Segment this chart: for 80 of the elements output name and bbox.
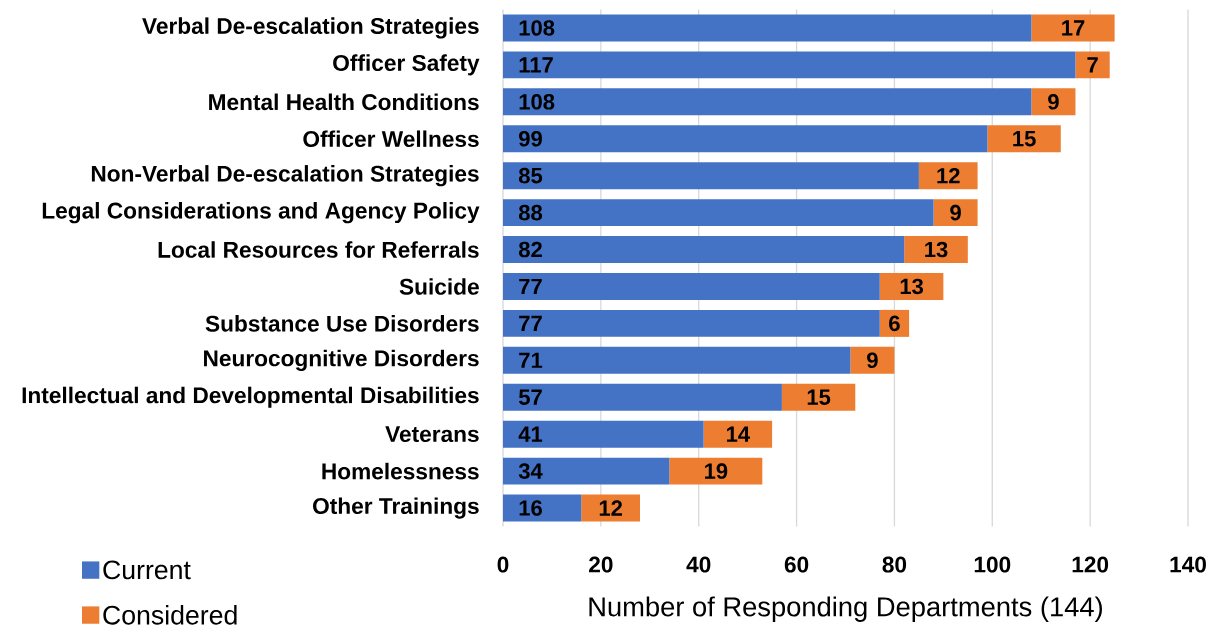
data-label: 82 xyxy=(518,241,542,258)
y-tick-label: Neurocognitive Disorders xyxy=(204,349,479,371)
legend-label: Considered xyxy=(103,605,237,625)
y-tick-label: Mental Health Conditions xyxy=(209,93,479,111)
legend-label: Current xyxy=(103,560,191,580)
data-label: 108 xyxy=(519,20,555,36)
y-tick-label: Verbal De-escalation Strategies xyxy=(142,17,479,39)
bar xyxy=(918,162,978,190)
bar xyxy=(503,14,1032,42)
bar xyxy=(503,309,880,337)
y-tick-label: Legal Considerations and Agency Policy xyxy=(42,202,480,224)
data-label: 17 xyxy=(1062,20,1085,36)
data-label: 41 xyxy=(518,426,543,442)
data-label: 77 xyxy=(519,278,542,295)
data-label: 13 xyxy=(900,278,923,295)
data-label: 9 xyxy=(1048,94,1059,110)
data-label: 77 xyxy=(519,315,542,331)
bar xyxy=(669,457,763,485)
y-tick-label: Veterans xyxy=(385,426,479,443)
y-tick-label: Non-Verbal De-escalation Strategies xyxy=(91,165,479,187)
data-label: 88 xyxy=(518,204,543,221)
bar xyxy=(503,457,670,485)
data-label: 15 xyxy=(807,389,831,405)
data-label: 7 xyxy=(1087,57,1098,73)
x-tick-label: 40 xyxy=(686,556,711,573)
data-label: 12 xyxy=(599,500,622,516)
data-label: 9 xyxy=(867,352,878,369)
y-tick-label: Homelessness xyxy=(322,462,479,480)
x-tick-label: 60 xyxy=(784,556,809,573)
bar xyxy=(503,199,934,227)
y-tick-label: Officer Wellness xyxy=(303,130,479,148)
data-label: 12 xyxy=(937,167,960,184)
data-label: 19 xyxy=(704,463,728,479)
y-tick-label: Intellectual and Developmental Disabilities xyxy=(22,386,479,408)
bar xyxy=(503,383,782,411)
data-label: 71 xyxy=(519,352,543,368)
bar xyxy=(503,494,582,522)
data-label: 57 xyxy=(518,389,542,405)
bar xyxy=(781,383,856,411)
bar xyxy=(503,346,851,374)
x-tick-label: 140 xyxy=(1170,556,1206,573)
data-label: 6 xyxy=(889,315,900,332)
bar xyxy=(703,420,773,448)
x-tick-label: 100 xyxy=(974,556,1011,573)
y-tick-label: Other Trainings xyxy=(313,497,479,519)
bar xyxy=(904,236,968,264)
bar xyxy=(503,272,880,300)
y-tick-label: Suicide xyxy=(399,278,479,295)
bar xyxy=(503,162,919,190)
data-label: 85 xyxy=(518,167,543,184)
bar xyxy=(1031,14,1115,42)
data-label: 14 xyxy=(727,426,750,442)
x-tick-label: 0 xyxy=(497,556,509,573)
bar xyxy=(1075,51,1110,79)
bar xyxy=(933,199,978,227)
data-label: 16 xyxy=(519,500,542,516)
data-label: 9 xyxy=(950,204,961,221)
bar xyxy=(581,494,640,522)
bar xyxy=(503,420,704,448)
y-tick-label: Substance Use Disorders xyxy=(205,315,479,332)
bar xyxy=(503,236,905,264)
x-tick-label: 120 xyxy=(1072,556,1109,573)
data-label: 108 xyxy=(519,94,555,110)
data-label: 13 xyxy=(925,241,948,258)
data-label: 117 xyxy=(519,57,553,73)
bar xyxy=(503,88,1032,116)
x-tick-label: 80 xyxy=(882,556,907,573)
bar xyxy=(503,125,988,153)
data-label: 99 xyxy=(519,130,542,147)
bar xyxy=(879,272,944,300)
data-label: 15 xyxy=(1013,131,1036,147)
bar xyxy=(1031,88,1076,116)
bar xyxy=(850,346,895,374)
bar xyxy=(987,125,1061,153)
x-axis-title: Number of Responding Departments (144) xyxy=(589,596,1102,622)
data-label: 34 xyxy=(518,463,543,479)
x-tick-label: 20 xyxy=(589,556,613,573)
y-tick-label: Officer Safety xyxy=(333,54,480,76)
bar xyxy=(503,51,1076,79)
y-tick-label: Local Resources for Referrals xyxy=(158,241,479,258)
